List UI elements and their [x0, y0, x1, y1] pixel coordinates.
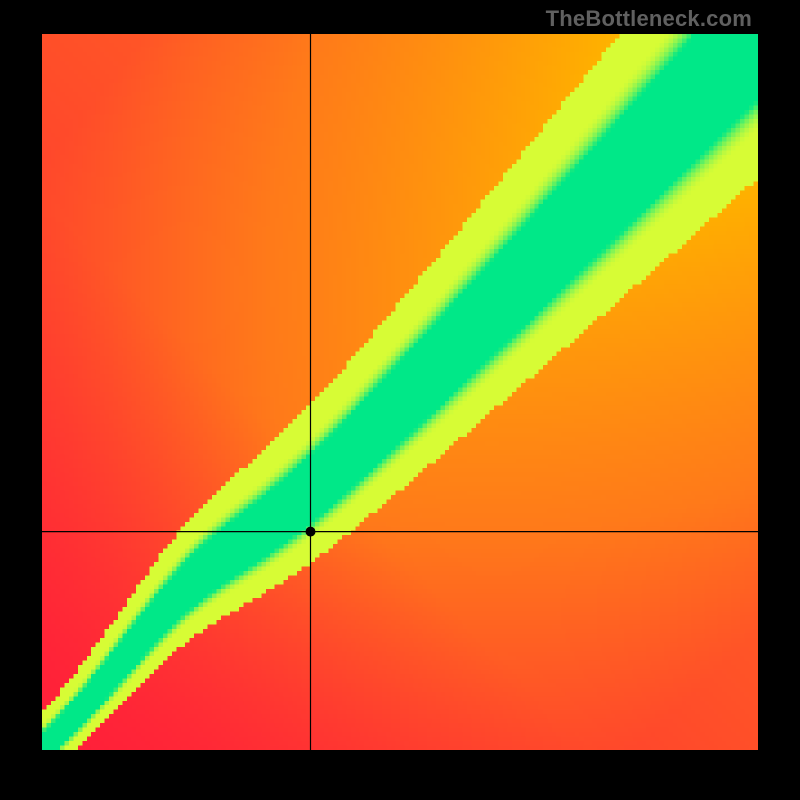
bottleneck-heatmap — [42, 34, 758, 750]
watermark-text: TheBottleneck.com — [546, 6, 752, 32]
chart-container: { "watermark": { "text": "TheBottleneck.… — [0, 0, 800, 800]
